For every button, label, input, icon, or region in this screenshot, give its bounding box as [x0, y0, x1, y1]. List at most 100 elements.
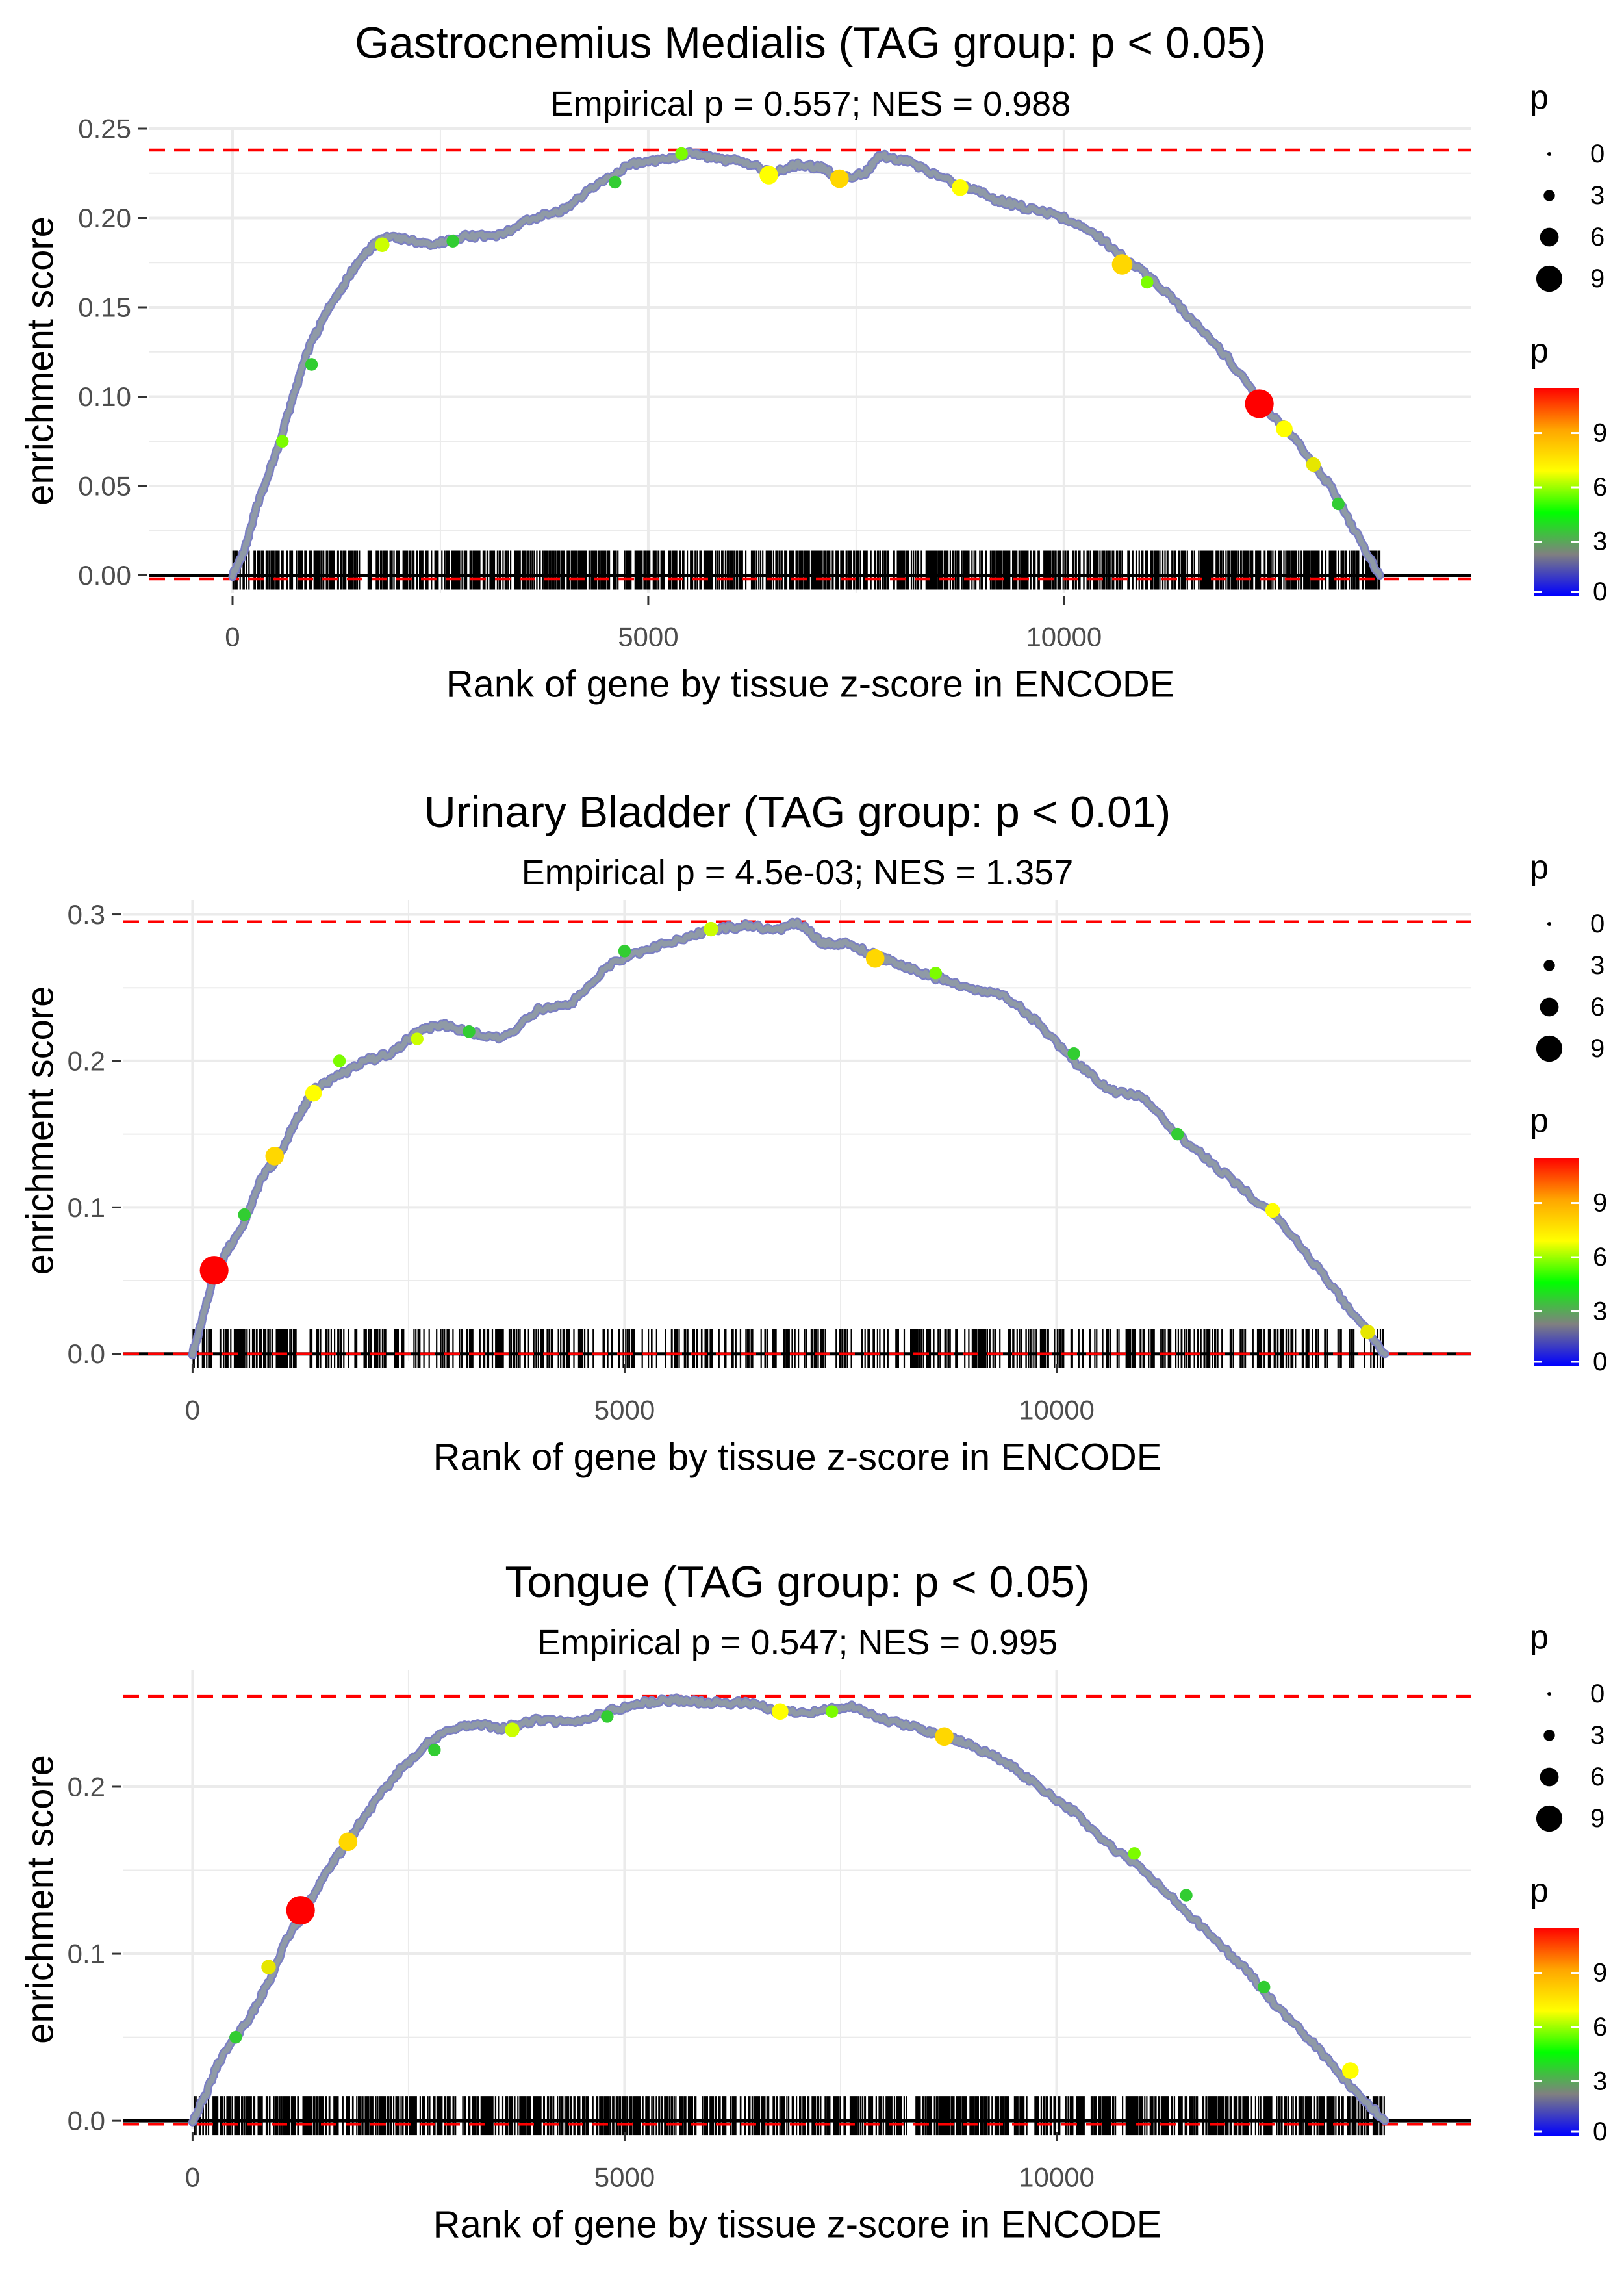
x-tick-label: 0	[185, 1395, 200, 1425]
panel-subtitle: Empirical p = 0.557; NES = 0.988	[550, 84, 1071, 123]
highlight-gene-point	[1171, 1127, 1184, 1141]
legend-2: p 0 3 6 9 p 9 6 3 0	[1530, 849, 1607, 1376]
color-legend-label: 9	[1593, 419, 1607, 448]
y-tick-label: 0.25	[78, 114, 131, 144]
highlight-gene-point	[411, 1032, 424, 1045]
panel-3: Tongue (TAG group: p < 0.05) Empirical p …	[19, 1557, 1471, 2246]
size-legend-label: 9	[1590, 264, 1605, 293]
y-tick-label: 0.15	[78, 292, 131, 323]
size-legend-key	[1536, 265, 1563, 292]
highlight-gene-point	[704, 921, 718, 937]
gene-rank-rug	[232, 550, 1381, 590]
y-tick-label: 0.0	[68, 2106, 105, 2136]
y-tick-label: 0.0	[68, 1338, 105, 1369]
color-bar	[1534, 388, 1579, 596]
x-tick-label: 10000	[1019, 2162, 1095, 2193]
size-legend-key	[1540, 227, 1559, 247]
highlight-gene-point	[772, 1703, 789, 1720]
color-legend-label: 0	[1593, 1348, 1607, 1376]
x-tick-label: 5000	[618, 622, 678, 652]
y-tick-label: 0.20	[78, 203, 131, 233]
size-legend-title: p	[1530, 79, 1549, 116]
highlight-gene-point	[830, 169, 849, 188]
highlight-gene-point	[265, 1147, 285, 1166]
y-tick-label: 0.3	[68, 899, 105, 930]
highlight-gene-point	[618, 945, 631, 958]
x-axis-title: Rank of gene by tissue z-score in ENCODE	[433, 2204, 1162, 2246]
highlight-gene-point	[276, 435, 289, 448]
y-tick-label: 0.00	[78, 560, 131, 591]
size-legend-key	[1547, 922, 1551, 926]
gene-rank-rug	[192, 1329, 1384, 1368]
highlight-gene-point	[601, 1710, 614, 1723]
x-axis-title: Rank of gene by tissue z-score in ENCODE	[446, 663, 1175, 706]
color-legend-title: p	[1530, 332, 1549, 370]
x-tick-label: 10000	[1019, 1395, 1095, 1425]
size-legend-label: 0	[1590, 140, 1605, 168]
y-tick-label: 0.10	[78, 381, 131, 412]
highlight-gene-point	[1067, 1047, 1080, 1060]
highlight-gene-point	[929, 966, 943, 980]
y-tick-label: 0.1	[68, 1192, 105, 1223]
x-tick-label: 0	[225, 622, 240, 652]
highlight-gene-point	[505, 1722, 520, 1737]
highlight-gene-point	[305, 358, 318, 371]
color-legend-label: 6	[1593, 2013, 1607, 2041]
size-legend-label: 0	[1590, 1680, 1605, 1708]
x-tick-label: 5000	[594, 2162, 655, 2193]
x-axis-title: Rank of gene by tissue z-score in ENCODE	[433, 1437, 1162, 1479]
es-curve-outline	[228, 147, 1384, 581]
legend-3: p 0 3 6 9 p 9 6 3 0	[1530, 1618, 1607, 2146]
highlight-gene-point	[1341, 2062, 1359, 2079]
highlight-gene-point	[238, 1208, 251, 1221]
color-legend-label: 3	[1593, 1297, 1607, 1326]
size-legend-label: 6	[1590, 1763, 1605, 1791]
color-bar	[1534, 1158, 1579, 1366]
size-legend-label: 3	[1590, 1721, 1605, 1750]
color-legend-label: 9	[1593, 1959, 1607, 1987]
y-axis-title: enrichment score	[19, 216, 62, 505]
es-curve	[190, 919, 1388, 1358]
size-legend-label: 0	[1590, 910, 1605, 938]
highlight-gene-point	[199, 1256, 229, 1285]
size-legend-key	[1540, 1767, 1559, 1787]
size-legend-key	[1543, 1730, 1555, 1741]
color-legend-label: 9	[1593, 1189, 1607, 1218]
highlight-gene-point	[609, 175, 622, 189]
size-legend-label: 6	[1590, 223, 1605, 251]
highlight-gene-point	[952, 179, 969, 196]
size-legend-key	[1547, 152, 1551, 156]
x-tick-label: 5000	[594, 1395, 655, 1425]
highlight-gene-point	[338, 1832, 358, 1852]
highlight-gene-point	[1111, 254, 1133, 275]
y-tick-label: 0.05	[78, 471, 131, 502]
highlight-gene-point	[1128, 1847, 1141, 1860]
highlight-gene-point	[1276, 420, 1293, 437]
highlight-gene-point	[286, 1896, 315, 1925]
highlight-gene-point	[1258, 1980, 1271, 1994]
highlight-gene-point	[759, 166, 778, 185]
panel-subtitle: Empirical p = 4.5e-03; NES = 1.357	[522, 853, 1073, 892]
panel-title: Urinary Bladder (TAG group: p < 0.01)	[424, 787, 1171, 837]
panel-subtitle: Empirical p = 0.547; NES = 0.995	[537, 1623, 1058, 1662]
size-legend-title: p	[1530, 1618, 1549, 1656]
highlight-gene-point	[463, 1025, 476, 1038]
highlight-gene-point	[428, 1743, 441, 1757]
size-legend-key	[1536, 1035, 1563, 1062]
color-legend-label: 6	[1593, 1243, 1607, 1271]
highlight-gene-point	[1141, 275, 1154, 289]
y-tick-label: 0.2	[68, 1771, 105, 1802]
size-legend-label: 9	[1590, 1804, 1605, 1833]
size-legend-label: 3	[1590, 951, 1605, 980]
y-axis-title: enrichment score	[19, 1755, 62, 2044]
size-legend-key	[1543, 190, 1555, 201]
color-legend-label: 0	[1593, 2117, 1607, 2146]
es-curve-outline	[188, 917, 1389, 1360]
size-legend-label: 6	[1590, 993, 1605, 1021]
highlight-gene-point	[826, 1705, 839, 1718]
highlight-gene-point	[446, 235, 459, 248]
gene-rank-rug	[194, 2096, 1385, 2136]
panel-title: Gastrocnemius Medialis (TAG group: p < 0…	[355, 18, 1266, 68]
